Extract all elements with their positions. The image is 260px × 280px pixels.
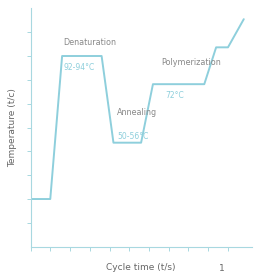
Y-axis label: Temperature (t/c): Temperature (t/c) (8, 88, 17, 167)
Text: Denaturation: Denaturation (63, 38, 116, 47)
Text: 72°C: 72°C (166, 91, 185, 100)
Text: Annealing: Annealing (118, 108, 158, 117)
X-axis label: Cycle time (t/s): Cycle time (t/s) (106, 263, 176, 272)
Text: Polymerization: Polymerization (161, 58, 220, 67)
Text: 1: 1 (219, 264, 225, 273)
Text: 50-56°C: 50-56°C (118, 132, 149, 141)
Text: 92-94°C: 92-94°C (63, 62, 94, 71)
